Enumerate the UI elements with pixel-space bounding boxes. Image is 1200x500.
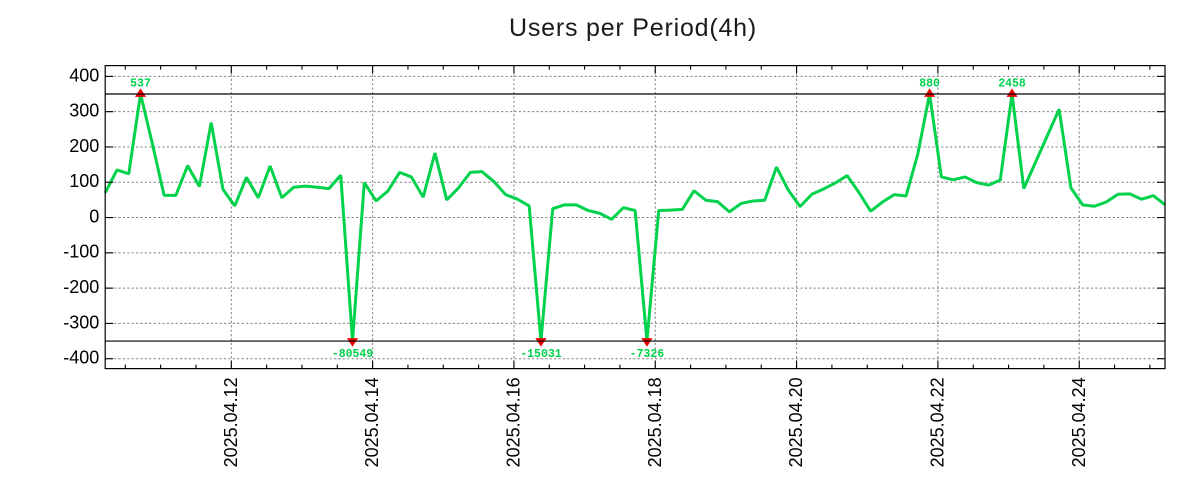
svg-text:2025.04.14: 2025.04.14: [362, 377, 382, 467]
svg-text:2025.04.18: 2025.04.18: [645, 377, 665, 467]
svg-text:2025.04.24: 2025.04.24: [1069, 377, 1089, 467]
svg-text:880: 880: [919, 77, 940, 90]
svg-text:2025.04.16: 2025.04.16: [504, 377, 524, 467]
svg-text:2025.04.12: 2025.04.12: [221, 377, 241, 467]
svg-text:200: 200: [69, 136, 99, 156]
svg-text:400: 400: [69, 65, 99, 85]
svg-text:-300: -300: [63, 312, 99, 332]
svg-text:-100: -100: [63, 242, 99, 262]
svg-text:-15031: -15031: [520, 348, 562, 361]
svg-text:-7326: -7326: [630, 348, 665, 361]
svg-text:537: 537: [130, 77, 151, 90]
svg-text:100: 100: [69, 171, 99, 191]
svg-text:2025.04.22: 2025.04.22: [928, 377, 948, 467]
svg-text:2025.04.20: 2025.04.20: [786, 377, 806, 467]
svg-text:Users per Period(4h): Users per Period(4h): [509, 14, 757, 42]
svg-text:0: 0: [89, 206, 99, 226]
svg-text:-200: -200: [63, 277, 99, 297]
svg-text:2458: 2458: [998, 77, 1026, 90]
svg-text:-400: -400: [63, 348, 99, 368]
svg-text:-80549: -80549: [332, 348, 374, 361]
svg-text:300: 300: [69, 101, 99, 121]
